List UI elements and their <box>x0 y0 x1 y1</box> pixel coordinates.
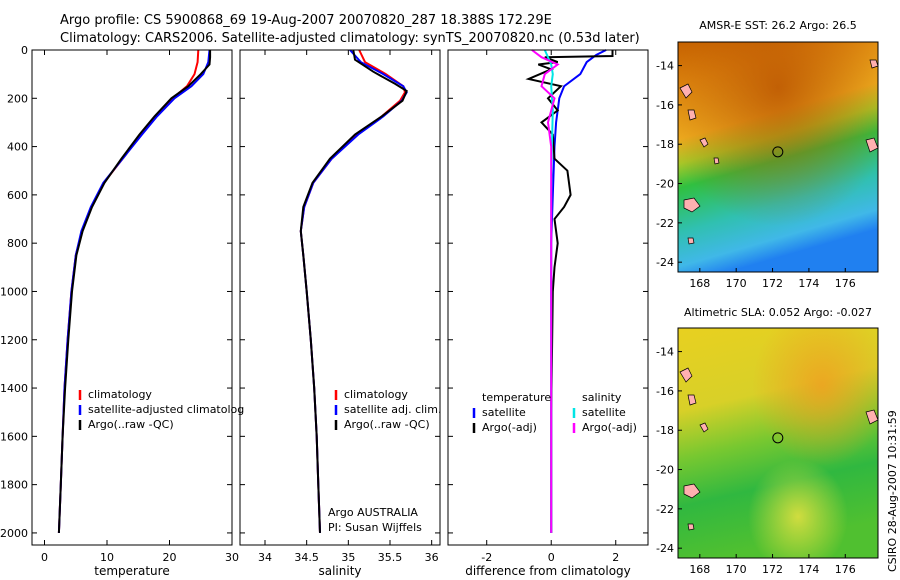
difference-series-t_sat <box>550 49 607 533</box>
difference-legend-entry: temperature <box>482 391 551 404</box>
difference-legend-entry: Argo(-adj) <box>482 421 537 434</box>
depth-tick-label: 1000 <box>0 285 28 298</box>
temperature-series-argo <box>57 50 212 533</box>
difference-series-t_argo <box>525 50 614 533</box>
temperature-legend-entry: satellite-adjusted climatolog <box>88 403 244 416</box>
salinity-legend-entry: Argo(..raw -QC) <box>344 418 430 431</box>
difference-xtick-label: 2 <box>612 551 619 564</box>
depth-tick-label: 1800 <box>0 479 28 492</box>
difference-xlabel: difference from climatology <box>465 564 631 578</box>
salinity-series-argo <box>299 49 408 533</box>
depth-tick-label: 1400 <box>0 382 28 395</box>
depth-tick-label: 200 <box>7 92 28 105</box>
temperature-xlabel: temperature <box>94 564 169 578</box>
salinity-xtick-label: 35 <box>341 551 355 564</box>
temperature-xtick-label: 0 <box>41 551 48 564</box>
sst-map-argo-marker <box>772 146 784 158</box>
salinity-annotation: Argo AUSTRALIA <box>328 506 418 519</box>
sla-map-title: Altimetric SLA: 0.052 Argo: -0.027 <box>684 306 872 319</box>
salinity-legend-entry: climatology <box>344 388 408 401</box>
salinity-annotation: PI: Susan Wijffels <box>328 521 422 534</box>
sst_map-ytick-label: -24 <box>656 256 674 269</box>
difference-xtick-label: -2 <box>481 551 492 564</box>
sla_map-ytick-label: -24 <box>656 542 674 555</box>
header-line2: Climatology: CARS2006. Satellite-adjuste… <box>60 31 640 46</box>
sla-map-frame <box>677 327 879 559</box>
sst-map-panel: AMSR-E SST: 26.2 Argo: 26.5 168 170 172 174… <box>656 19 879 290</box>
temperature-frame <box>31 49 233 546</box>
footer-credit: CSIRO 28-Aug-2007 10:31:59 <box>886 410 899 572</box>
sst_map-ytick-label: -14 <box>656 60 674 73</box>
sla_map-ytick-label: -14 <box>656 346 674 359</box>
sla_map-xtick-label: 176 <box>835 563 856 576</box>
depth-tick-label: 400 <box>7 141 28 154</box>
difference-legend-entry: salinity <box>582 391 622 404</box>
temperature-series-clim <box>57 49 200 533</box>
sla-map-panel: Altimetric SLA: 0.052 Argo: -0.027 168 17… <box>656 306 879 576</box>
salinity-legend-entry: satellite adj. clim. <box>344 403 441 416</box>
sla-map-argo-marker <box>772 432 784 444</box>
sst_map-ytick-label: -16 <box>656 99 674 112</box>
difference-xtick-label: 0 <box>548 551 555 564</box>
sla_map-ytick-label: -18 <box>656 424 674 437</box>
sst_map-ytick-label: -20 <box>656 178 674 191</box>
sla_map-xtick-label: 174 <box>798 563 819 576</box>
sst_map-xtick-label: 174 <box>798 277 819 290</box>
header-line1: Argo profile: CS 5900868_69 19-Aug-2007 … <box>60 13 552 28</box>
temperature-panel: 0 10 20 30 0 200 400 600 800 1000 1200 1400 1600 1800… <box>0 44 244 578</box>
salinity-xtick-label: 36 <box>425 551 439 564</box>
sst_map-xtick-label: 176 <box>835 277 856 290</box>
salinity-series-clim <box>299 49 407 533</box>
salinity-xtick-label: 34 <box>258 551 272 564</box>
sst_map-xtick-label: 172 <box>762 277 783 290</box>
sst_map-xtick-label: 170 <box>726 277 747 290</box>
depth-tick-label: 0 <box>21 44 28 57</box>
sla_map-xtick-label: 170 <box>726 563 747 576</box>
depth-tick-label: 1200 <box>0 334 28 347</box>
sst-map-islands <box>679 59 879 245</box>
sst-map-frame <box>677 41 879 273</box>
sla_map-ytick-label: -16 <box>656 385 674 398</box>
salinity-panel: 34 34.5 35 35.5 36 salinity climatology satelli… <box>239 49 441 578</box>
difference-legend-entry: satellite <box>582 406 626 419</box>
salinity-xlabel: salinity <box>318 564 361 578</box>
difference-frame <box>447 49 649 546</box>
depth-tick-label: 600 <box>7 189 28 202</box>
sla_map-ytick-label: -20 <box>656 464 674 477</box>
salinity-xtick-label: 35.5 <box>378 551 403 564</box>
sla_map-xtick-label: 172 <box>762 563 783 576</box>
salinity-xtick-label: 34.5 <box>294 551 319 564</box>
difference-series-s_argo <box>531 49 560 533</box>
temperature-series-sat <box>57 49 211 533</box>
temperature-xtick-label: 30 <box>225 551 239 564</box>
sst_map-ytick-label: -22 <box>656 217 674 230</box>
sla_map-ytick-label: -22 <box>656 503 674 516</box>
temperature-xtick-label: 20 <box>163 551 177 564</box>
temperature-legend-entry: Argo(..raw -QC) <box>88 418 174 431</box>
sla_map-xtick-label: 168 <box>689 563 710 576</box>
depth-tick-label: 2000 <box>0 527 28 540</box>
sst_map-ytick-label: -18 <box>656 138 674 151</box>
salinity-frame <box>239 49 441 546</box>
depth-tick-label: 1600 <box>0 430 28 443</box>
sst_map-xtick-label: 168 <box>689 277 710 290</box>
difference-legend-entry: satellite <box>482 406 526 419</box>
sst-map-title: AMSR-E SST: 26.2 Argo: 26.5 <box>699 19 857 32</box>
sla-map-islands <box>679 367 879 531</box>
temperature-legend-entry: climatology <box>88 388 152 401</box>
temperature-xtick-label: 10 <box>100 551 114 564</box>
difference-legend-entry: Argo(-adj) <box>582 421 637 434</box>
depth-tick-label: 800 <box>7 237 28 250</box>
